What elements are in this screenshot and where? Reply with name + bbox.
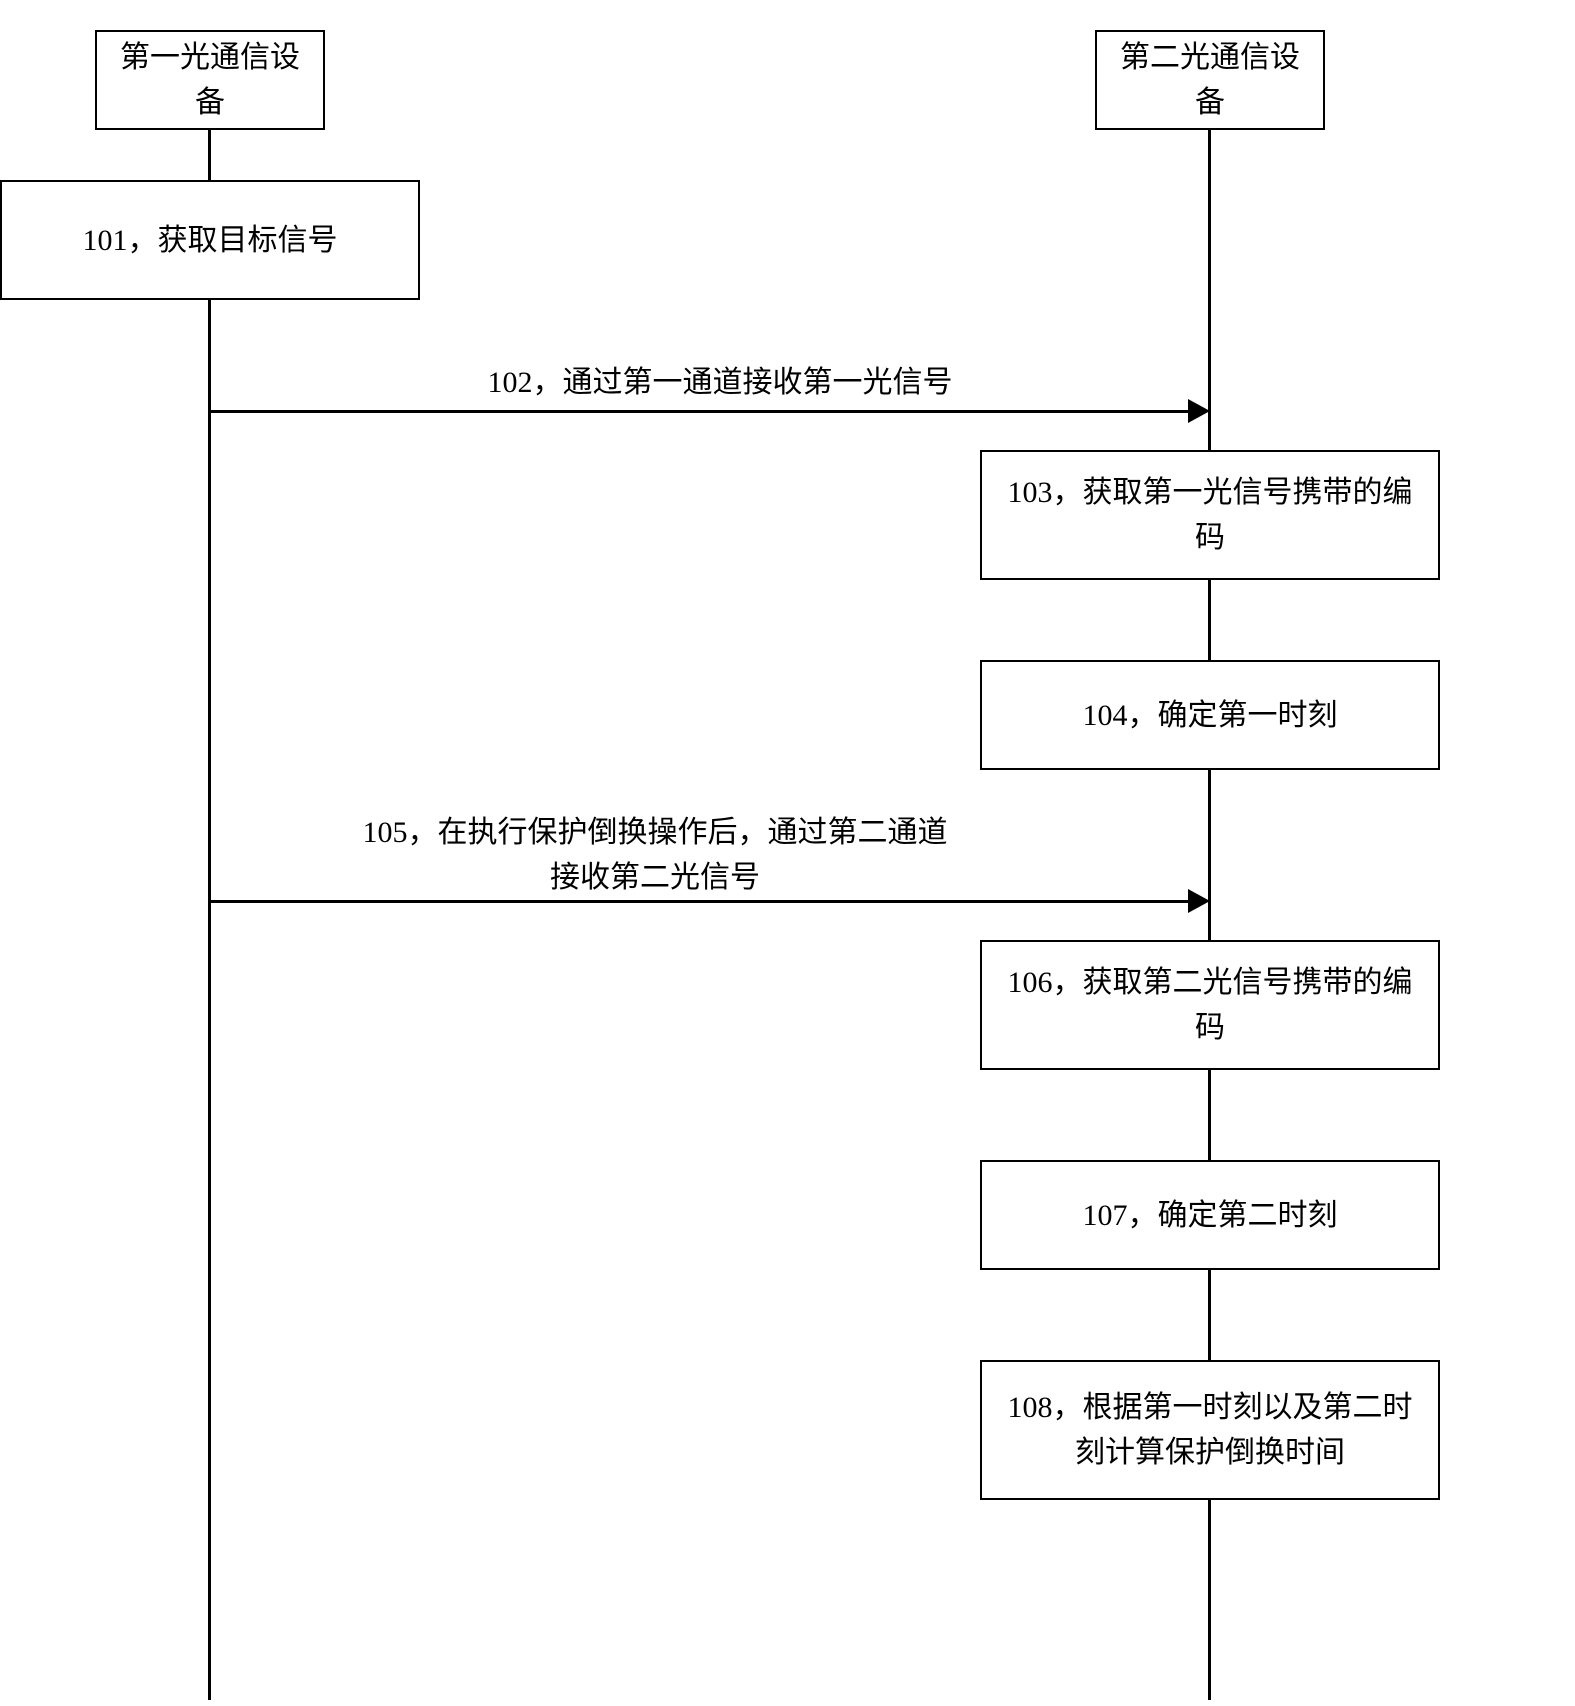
lifeline-left-seg1	[208, 130, 211, 180]
lifeline-right-seg4	[1208, 1070, 1211, 1160]
step-104-box: 104，确定第一时刻	[980, 660, 1440, 770]
step-102-arrow-head	[1188, 399, 1210, 423]
step-107-box: 107，确定第二时刻	[980, 1160, 1440, 1270]
step-101-box: 101，获取目标信号	[0, 180, 420, 300]
step-105-arrow-line	[211, 900, 1189, 903]
lifeline-right-seg3	[1208, 770, 1211, 940]
step-103-box: 103，获取第一光信号携带的编码	[980, 450, 1440, 580]
step-102-label: 102，通过第一通道接收第一光信号	[420, 360, 1020, 405]
lifeline-right-seg6	[1208, 1500, 1211, 1700]
lifeline-left-seg2	[208, 300, 211, 1700]
participant-right-title: 第二光通信设备	[1115, 35, 1305, 125]
participant-right-header: 第二光通信设备	[1095, 30, 1325, 130]
step-105-label: 105，在执行保护倒换操作后，通过第二通道 接收第二光信号	[280, 810, 1030, 900]
step-108-text: 108，根据第一时刻以及第二时刻计算保护倒换时间	[1000, 1385, 1420, 1475]
lifeline-right-seg2	[1208, 580, 1211, 660]
participant-left-title: 第一光通信设备	[115, 35, 305, 125]
step-107-text: 107，确定第二时刻	[1083, 1193, 1338, 1238]
step-108-box: 108，根据第一时刻以及第二时刻计算保护倒换时间	[980, 1360, 1440, 1500]
step-106-text: 106，获取第二光信号携带的编码	[1000, 960, 1420, 1050]
step-101-text: 101，获取目标信号	[83, 218, 338, 263]
step-102-arrow-line	[211, 410, 1189, 413]
lifeline-right-seg5	[1208, 1270, 1211, 1360]
participant-left-header: 第一光通信设备	[95, 30, 325, 130]
step-104-text: 104，确定第一时刻	[1083, 693, 1338, 738]
step-105-arrow-head	[1188, 889, 1210, 913]
step-103-text: 103，获取第一光信号携带的编码	[1000, 470, 1420, 560]
step-106-box: 106，获取第二光信号携带的编码	[980, 940, 1440, 1070]
sequence-diagram: 第一光通信设备 第二光通信设备 101，获取目标信号 102，通过第一通道接收第…	[0, 0, 1575, 1706]
